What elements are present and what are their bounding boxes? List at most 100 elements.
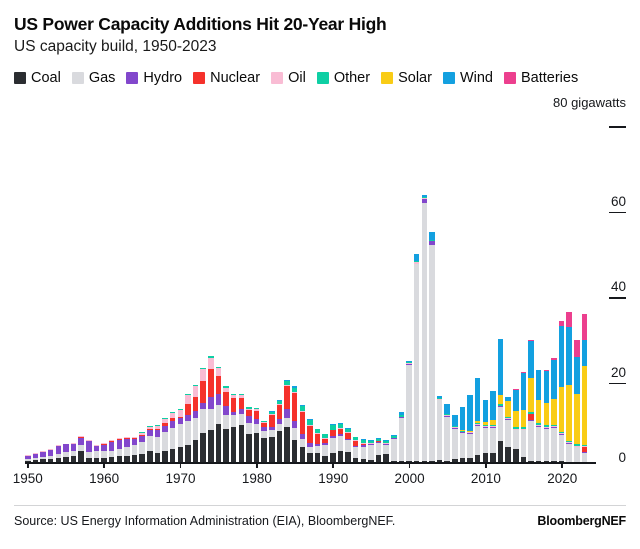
bar-segment-other xyxy=(429,239,435,241)
bar-1972[interactable] xyxy=(192,385,199,462)
bar-segment-oil xyxy=(337,428,344,430)
bar-1994[interactable] xyxy=(360,439,367,462)
bar-segment-hydro xyxy=(299,433,306,440)
bar-segment-hydro xyxy=(177,417,184,425)
bar-1970[interactable] xyxy=(177,408,184,462)
legend-item-nuclear[interactable]: Nuclear xyxy=(193,70,260,86)
bar-2002[interactable] xyxy=(421,195,428,462)
bar-2019[interactable] xyxy=(551,358,557,462)
legend-item-coal[interactable]: Coal xyxy=(14,70,61,86)
bar-1969[interactable] xyxy=(169,411,176,462)
bar-2011[interactable] xyxy=(490,391,496,462)
bar-1966[interactable] xyxy=(147,425,153,462)
bar-1976[interactable] xyxy=(223,386,229,462)
legend-item-hydro[interactable]: Hydro xyxy=(126,70,182,86)
bar-2013[interactable] xyxy=(505,396,511,462)
bar-1974[interactable] xyxy=(208,356,214,462)
legend-item-other[interactable]: Other xyxy=(316,70,370,86)
bar-2009[interactable] xyxy=(474,378,481,462)
bar-segment-coal xyxy=(208,430,214,462)
legend-item-gas[interactable]: Gas xyxy=(71,70,115,86)
legend-item-wind[interactable]: Wind xyxy=(442,70,493,86)
bar-1999[interactable] xyxy=(398,412,405,462)
bar-1955[interactable] xyxy=(63,443,69,462)
bar-1965[interactable] xyxy=(139,432,145,462)
bar-segment-oil xyxy=(429,240,435,242)
bar-segment-gas xyxy=(474,425,481,456)
y-tick-40: 40 xyxy=(574,280,626,299)
bar-1952[interactable] xyxy=(40,451,46,462)
bar-2001[interactable] xyxy=(413,253,420,462)
bar-2008[interactable] xyxy=(467,394,473,462)
bar-segment-coal xyxy=(299,447,306,462)
bar-2017[interactable] xyxy=(535,369,542,462)
bar-2000[interactable] xyxy=(406,361,412,462)
bar-2012[interactable] xyxy=(497,339,504,462)
bar-1989[interactable] xyxy=(322,433,328,462)
units-caption: 80 gigawatts xyxy=(553,95,626,110)
bar-2014[interactable] xyxy=(513,389,519,462)
bar-1996[interactable] xyxy=(375,437,382,462)
bar-1977[interactable] xyxy=(230,393,237,462)
legend-item-oil[interactable]: Oil xyxy=(271,70,306,86)
bar-1961[interactable] xyxy=(108,439,115,462)
bar-segment-oil xyxy=(490,426,496,428)
bar-1959[interactable] xyxy=(93,444,100,462)
bar-1960[interactable] xyxy=(101,443,107,462)
bar-1985[interactable] xyxy=(291,386,298,462)
bar-1992[interactable] xyxy=(345,427,351,462)
bar-2016[interactable] xyxy=(528,339,534,462)
legend-item-solar[interactable]: Solar xyxy=(381,70,432,86)
bar-2021[interactable] xyxy=(566,311,572,462)
bar-1962[interactable] xyxy=(116,438,123,462)
bar-segment-other xyxy=(398,415,405,417)
bar-segment-oil xyxy=(238,395,245,398)
bar-1953[interactable] xyxy=(47,448,54,462)
bar-2022[interactable] xyxy=(574,340,580,462)
bar-2003[interactable] xyxy=(429,232,435,462)
bar-2023[interactable] xyxy=(581,314,588,462)
legend-item-batteries[interactable]: Batteries xyxy=(503,70,578,86)
bar-1963[interactable] xyxy=(124,437,130,462)
bar-segment-other xyxy=(551,425,557,427)
bar-1951[interactable] xyxy=(32,453,39,462)
bar-1988[interactable] xyxy=(314,428,321,462)
y-tick-mark xyxy=(609,297,626,299)
bar-segment-other xyxy=(246,407,252,409)
bar-1964[interactable] xyxy=(131,436,138,462)
bar-1950[interactable] xyxy=(25,454,31,462)
bar-1993[interactable] xyxy=(352,436,359,462)
bar-1980[interactable] xyxy=(253,408,260,462)
bar-1968[interactable] xyxy=(162,418,168,462)
bar-2018[interactable] xyxy=(543,369,550,462)
bar-1987[interactable] xyxy=(307,419,313,462)
bar-1986[interactable] xyxy=(299,404,306,462)
bar-1973[interactable] xyxy=(200,367,206,462)
bar-1990[interactable] xyxy=(330,423,336,462)
bar-1978[interactable] xyxy=(238,394,245,462)
bar-1971[interactable] xyxy=(185,394,191,462)
bar-1958[interactable] xyxy=(86,440,92,462)
bar-1979[interactable] xyxy=(246,407,252,462)
bar-1982[interactable] xyxy=(269,411,275,462)
bar-1954[interactable] xyxy=(55,445,62,462)
bar-1984[interactable] xyxy=(284,379,290,462)
bar-2010[interactable] xyxy=(482,399,489,462)
bar-1997[interactable] xyxy=(383,440,389,462)
bar-1967[interactable] xyxy=(154,425,161,462)
bar-1995[interactable] xyxy=(368,439,374,462)
bar-2015[interactable] xyxy=(520,372,527,462)
bar-1991[interactable] xyxy=(337,423,344,462)
bar-1983[interactable] xyxy=(276,400,283,462)
bar-2004[interactable] xyxy=(436,396,443,462)
bar-segment-oil xyxy=(474,423,481,425)
bar-1998[interactable] xyxy=(391,435,397,462)
bar-1956[interactable] xyxy=(70,443,77,462)
bar-2007[interactable] xyxy=(459,407,466,462)
bar-1957[interactable] xyxy=(78,436,84,462)
bar-2020[interactable] xyxy=(558,321,565,462)
bar-1975[interactable] xyxy=(215,366,222,462)
bar-2005[interactable] xyxy=(444,403,450,462)
bar-1981[interactable] xyxy=(261,420,267,462)
bar-2006[interactable] xyxy=(452,414,458,462)
